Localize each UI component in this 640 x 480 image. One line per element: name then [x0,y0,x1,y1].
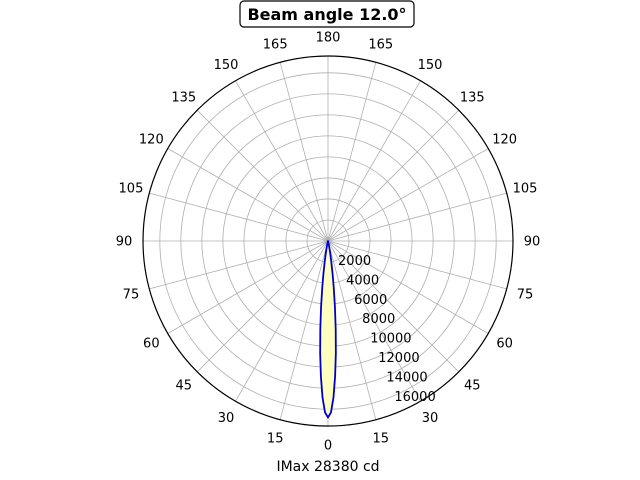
angle-tick-label: 135 [460,90,485,105]
series-fill [320,241,336,418]
title-box: Beam angle 12.0° [239,0,415,28]
grid-spoke [327,80,421,242]
angle-tick-label: 75 [517,287,534,302]
grid-spoke [149,240,329,290]
angle-tick-label: 45 [464,379,481,394]
grid-spoke [196,109,329,242]
grid-spoke [167,240,329,334]
angle-tick-label: 30 [422,411,439,426]
angle-tick-label: 45 [175,379,192,394]
angle-tick-label: 30 [218,411,235,426]
grid-spoke [327,240,421,402]
polar-frame [142,55,514,427]
title-frame [239,0,415,28]
angle-tick-label: 60 [496,337,513,352]
grid-spoke [327,192,507,242]
angle-tick-label: 105 [119,182,144,197]
grid-spoke [279,240,329,420]
grid-spoke [327,240,489,334]
x-axis-label: IMax 28380 cd [276,459,379,475]
angle-tick-label: 60 [143,337,160,352]
angle-tick-label: 105 [513,182,538,197]
angle-tick-label: 90 [116,235,133,250]
grid-spoke [327,240,507,290]
radial-tick-label: 16000 [394,390,435,405]
angle-tick-label: 90 [524,235,541,250]
grid-spoke [327,62,377,242]
radial-tick-label: 4000 [346,273,379,288]
angle-tick-label: 0 [324,439,332,454]
series-layer [319,240,337,419]
angle-tick-label: 150 [214,58,239,73]
radial-tick-label: 8000 [362,312,395,327]
angle-tick-label: 120 [492,133,517,148]
series-line [319,240,337,419]
radial-tick-label: 2000 [338,254,371,269]
angle-tick-label: 75 [123,287,140,302]
angle-tick-label: 180 [316,31,341,46]
grid-spoke [235,240,329,402]
angle-tick-label: 165 [368,37,393,52]
radial-tick-label: 6000 [354,293,387,308]
angle-tick-label: 120 [139,133,164,148]
grid-spoke [327,109,460,242]
angle-tick-label: 150 [418,58,443,73]
grid-spoke [327,148,489,242]
grid-spoke [167,148,329,242]
grid-spoke [235,80,329,242]
grid-spoke [149,192,329,242]
grid-spoke [196,240,329,373]
angle-tick-label: 15 [267,432,284,447]
angle-tick-label: 15 [373,432,390,447]
angle-tick-labels: 0 15 30 45 60 75 90 105 120 135 150 165 180 165 150 135… [116,31,541,454]
angle-tick-label: 135 [171,90,196,105]
radial-tick-label: 12000 [378,351,419,366]
radial-tick-label: 14000 [386,370,427,385]
angle-tick-label: 165 [263,37,288,52]
chart-title: Beam angle 12.0° [247,5,406,24]
grid-spoke [327,240,460,373]
outer-circle [142,55,514,427]
radial-tick-labels: 2000 4000 6000 8000 10000 12000 14000 16000 [338,254,436,405]
grid-spoke [327,240,377,420]
grid-spoke [279,62,329,242]
radial-tick-label: 10000 [370,332,411,347]
